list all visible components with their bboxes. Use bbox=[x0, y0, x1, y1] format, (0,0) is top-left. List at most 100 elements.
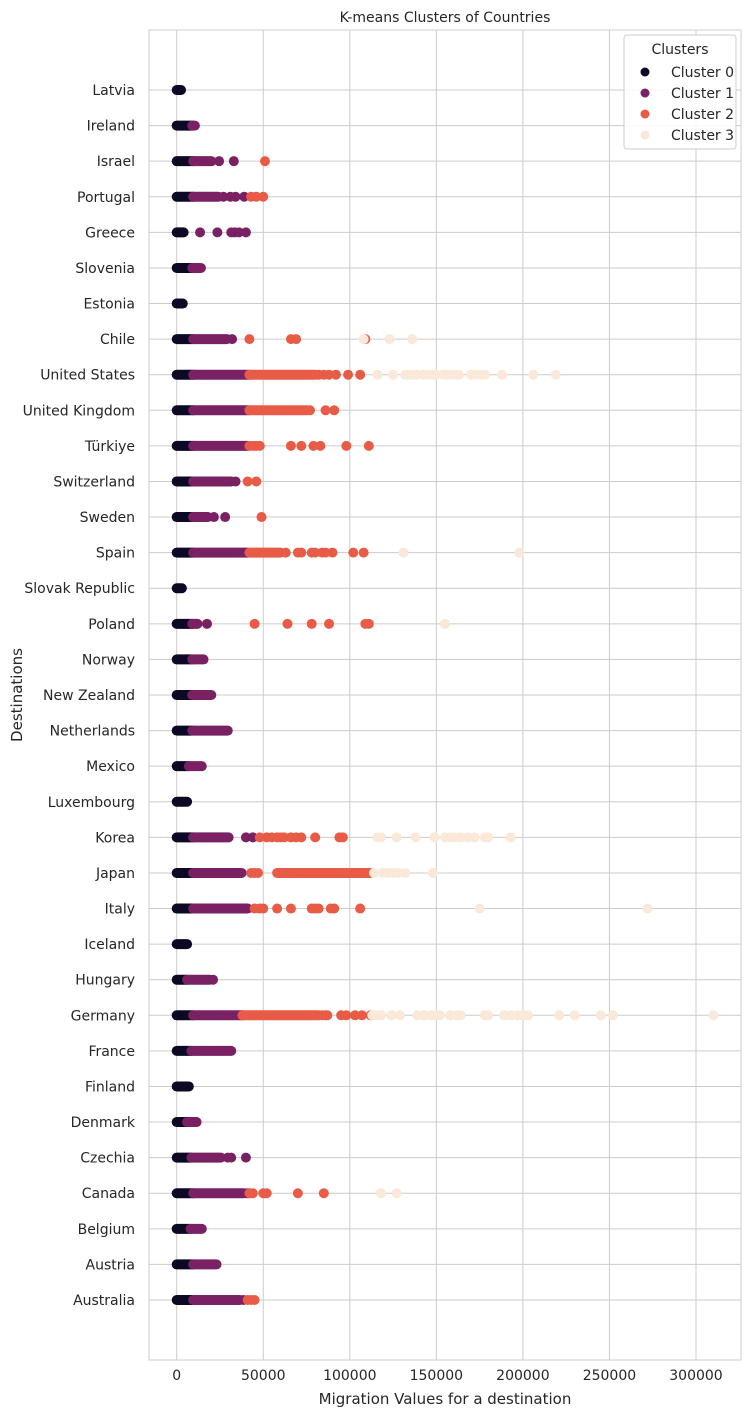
point-cluster-2-spain bbox=[280, 547, 291, 558]
point-cluster-3-united-states bbox=[453, 369, 464, 380]
y-tick-chile: Chile bbox=[100, 332, 135, 348]
y-tick-spain: Spain bbox=[96, 546, 135, 562]
y-tick-japan: Japan bbox=[95, 866, 135, 882]
point-cluster-2-united-states bbox=[343, 369, 354, 380]
point-cluster-2-t-rkiye bbox=[341, 440, 352, 451]
point-cluster-3-canada bbox=[375, 1188, 386, 1199]
point-cluster-3-poland bbox=[440, 618, 450, 629]
point-cluster-2-korea bbox=[254, 832, 265, 843]
point-cluster-2-united-states bbox=[324, 369, 335, 380]
point-cluster-2-switzerland bbox=[251, 476, 262, 487]
point-cluster-2-italy bbox=[272, 903, 283, 914]
point-cluster-3-japan bbox=[427, 867, 438, 878]
x-tick-label: 150000 bbox=[410, 1368, 463, 1384]
y-tick-hungary: Hungary bbox=[75, 973, 135, 989]
point-cluster-2-poland bbox=[306, 618, 317, 629]
legend-label-cluster-1: Cluster 1 bbox=[671, 86, 734, 102]
point-cluster-3-united-states bbox=[388, 369, 399, 380]
point-cluster-1-greece bbox=[212, 227, 223, 238]
point-cluster-3-united-states bbox=[497, 369, 508, 380]
point-cluster-3-korea bbox=[462, 832, 473, 843]
point-cluster-3-germany bbox=[419, 1010, 430, 1021]
point-cluster-3-spain bbox=[398, 547, 409, 558]
point-cluster-2-t-rkiye bbox=[308, 440, 319, 451]
y-tick-poland: Poland bbox=[88, 617, 135, 633]
legend-marker-cluster-2 bbox=[640, 109, 650, 119]
point-cluster-2-sweden bbox=[256, 512, 267, 523]
point-cluster-2-korea bbox=[310, 832, 321, 843]
point-cluster-3-korea bbox=[469, 832, 480, 843]
y-tick-australia: Australia bbox=[73, 1293, 135, 1309]
point-cluster-3-united-states bbox=[372, 369, 383, 380]
point-cluster-3-germany bbox=[394, 1010, 405, 1021]
point-cluster-2-italy bbox=[258, 903, 269, 914]
x-tick-label: 100000 bbox=[323, 1368, 376, 1384]
point-cluster-2-chile bbox=[291, 334, 302, 345]
point-cluster-3-germany bbox=[595, 1010, 606, 1021]
point-cluster-2-t-rkiye bbox=[285, 440, 296, 451]
point-cluster-1-korea bbox=[247, 832, 258, 843]
point-cluster-2-portugal bbox=[258, 191, 269, 202]
point-cluster-3-germany bbox=[708, 1010, 719, 1021]
legend-box bbox=[623, 34, 737, 150]
point-cluster-1-portugal bbox=[218, 191, 229, 202]
point-cluster-2-spain bbox=[320, 547, 331, 558]
point-cluster-2-germany bbox=[341, 1010, 352, 1021]
point-cluster-3-germany bbox=[498, 1010, 509, 1021]
point-cluster-2-poland bbox=[363, 618, 374, 629]
y-tick-mexico: Mexico bbox=[86, 759, 135, 775]
y-tick-belgium: Belgium bbox=[78, 1222, 135, 1238]
point-cluster-3-japan bbox=[369, 867, 380, 878]
legend-marker-cluster-3 bbox=[640, 130, 650, 140]
y-tick-israel: Israel bbox=[97, 154, 135, 170]
x-tick-label: 0 bbox=[172, 1368, 181, 1384]
point-cluster-2-italy bbox=[329, 903, 340, 914]
point-cluster-3-germany bbox=[607, 1010, 618, 1021]
point-cluster-2-italy bbox=[355, 903, 366, 914]
y-axis-label: Destinations bbox=[8, 648, 26, 742]
point-cluster-1-czechia bbox=[226, 1152, 237, 1163]
series-cluster-2 bbox=[237, 156, 376, 1305]
point-cluster-2-portugal bbox=[251, 191, 262, 202]
series-cluster-1 bbox=[182, 120, 258, 1305]
y-tick-france: France bbox=[88, 1044, 135, 1060]
point-cluster-2-poland bbox=[324, 618, 335, 629]
x-tick-labels: 0 50000 100000 150000 200000 250000 300000 bbox=[172, 1368, 722, 1384]
point-cluster-3-korea bbox=[391, 832, 402, 843]
y-tick-germany: Germany bbox=[71, 1008, 135, 1024]
legend-marker-cluster-0 bbox=[640, 67, 650, 77]
y-tick-united-states: United States bbox=[40, 368, 135, 384]
point-cluster-2-spain bbox=[310, 547, 321, 558]
y-tick-korea: Korea bbox=[95, 830, 135, 846]
y-tick-t-rkiye: Türkiye bbox=[84, 439, 135, 455]
point-cluster-2-japan bbox=[253, 867, 264, 878]
point-cluster-2-italy bbox=[313, 903, 324, 914]
point-cluster-3-canada bbox=[391, 1188, 402, 1199]
point-cluster-3-united-states bbox=[550, 369, 561, 380]
point-cluster-1-hungary bbox=[208, 974, 219, 985]
point-cluster-2-canada bbox=[261, 1188, 272, 1199]
point-cluster-3-germany bbox=[445, 1010, 456, 1021]
point-cluster-3-germany bbox=[412, 1010, 423, 1021]
point-cluster-1-portugal bbox=[230, 191, 241, 202]
x-axis-label: Migration Values for a destination bbox=[319, 1390, 572, 1408]
chart-title: K-means Clusters of Countries bbox=[340, 10, 551, 26]
point-cluster-2-germany bbox=[349, 1010, 360, 1021]
point-cluster-3-united-states bbox=[412, 369, 423, 380]
point-cluster-2-united-states bbox=[330, 369, 341, 380]
legend-label-cluster-3: Cluster 3 bbox=[671, 128, 734, 144]
point-cluster-2-t-rkiye bbox=[296, 440, 307, 451]
y-tick-labels: Australia Austria Belgium Canada Czechia Denm… bbox=[23, 83, 136, 1309]
legend-label-cluster-0: Cluster 0 bbox=[671, 65, 734, 81]
point-cluster-3-germany bbox=[505, 1010, 516, 1021]
y-tick-norway: Norway bbox=[82, 652, 135, 668]
point-cluster-3-korea bbox=[410, 832, 421, 843]
point-cluster-3-united-states bbox=[479, 369, 490, 380]
y-tick-sweden: Sweden bbox=[80, 510, 135, 526]
point-cluster-1-sweden bbox=[208, 512, 219, 523]
point-cluster-1-korea bbox=[240, 832, 251, 843]
x-tick-label: 50000 bbox=[241, 1368, 286, 1384]
point-cluster-1-greece bbox=[195, 227, 206, 238]
point-cluster-2-t-rkiye bbox=[363, 440, 374, 451]
